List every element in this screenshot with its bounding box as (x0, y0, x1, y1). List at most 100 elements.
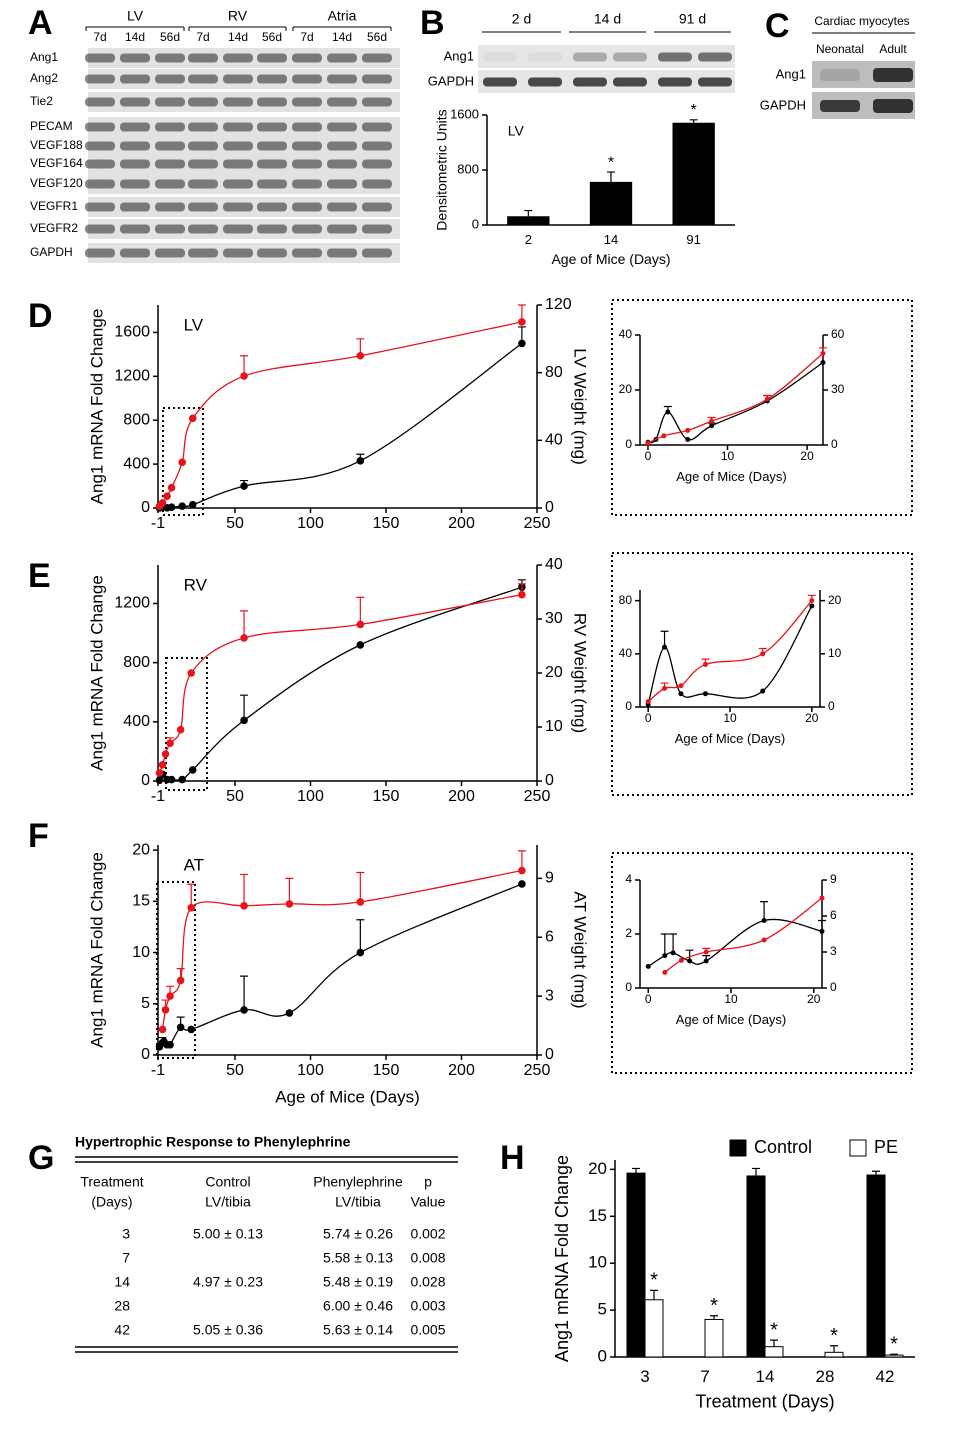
series-line (647, 605, 813, 705)
table-title: Hypertrophic Response to Phenylephrine (75, 1134, 351, 1150)
gel-band (658, 77, 692, 87)
bar (866, 1174, 886, 1358)
panel-letter: F (28, 817, 49, 855)
data-point (166, 1040, 174, 1049)
table-cell: 3 (122, 1226, 130, 1242)
x-tick-label: 0 (645, 449, 652, 463)
gel-band (120, 159, 150, 169)
gel-band (188, 122, 218, 132)
error-bar (752, 1167, 760, 1176)
bar (626, 1172, 646, 1358)
gel-band (362, 141, 392, 151)
x-tick-label: -1 (151, 788, 165, 805)
data-point (809, 603, 815, 609)
series-line (158, 586, 523, 781)
data-point (687, 958, 693, 964)
y2-tick-label: 10 (545, 718, 563, 735)
gel-group: 14 d (594, 11, 621, 27)
x-tick-label: 28 (816, 1367, 835, 1386)
gel-band (292, 159, 322, 169)
data-point (678, 683, 684, 689)
data-point (187, 1025, 196, 1034)
x-tick-label: 10 (721, 449, 735, 463)
x-tick-label: 0 (645, 711, 652, 725)
gel-row-label: GAPDH (760, 97, 806, 112)
gel-band (223, 179, 253, 189)
gel-band (257, 74, 287, 84)
gel-band (362, 248, 392, 258)
x-tick-label: 20 (807, 992, 821, 1006)
gel-group: 2 d (512, 11, 531, 27)
y2-tick-label: 40 (545, 556, 563, 573)
panel-letter: B (420, 4, 445, 42)
gel-lane: 14d (125, 30, 145, 44)
gel-band (573, 52, 607, 62)
panel-letter: D (28, 297, 53, 335)
gel-band (257, 179, 287, 189)
gel-row-label: Ang1 (776, 66, 806, 81)
significance-mark: * (770, 1319, 778, 1341)
y2-tick-label: 30 (545, 610, 563, 627)
y2-tick-label: 6 (545, 928, 554, 945)
gel-band (873, 99, 913, 113)
data-point (356, 641, 365, 649)
data-point (187, 904, 196, 912)
data-point (188, 414, 197, 423)
gel-band (155, 74, 185, 84)
x-tick-label: 42 (876, 1367, 895, 1386)
gel-band (698, 52, 732, 62)
y-axis-label: Densitometric Units (434, 109, 450, 230)
data-point (518, 590, 526, 599)
significance-mark: * (710, 1295, 718, 1317)
data-point (685, 437, 691, 442)
panel-letter: E (28, 557, 51, 595)
x-tick-label: 250 (524, 1062, 551, 1079)
gel-band (223, 202, 253, 212)
gel-band (155, 141, 185, 151)
gel-lane: 56d (262, 30, 282, 44)
gel-band (223, 53, 253, 63)
error-bar (187, 883, 196, 908)
gel-band (658, 52, 692, 62)
data-point (760, 688, 766, 694)
gel-row-label: GAPDH (30, 245, 73, 259)
y-tick-label: 4 (625, 872, 632, 886)
gel-band (85, 97, 115, 107)
gel-lane: 14d (228, 30, 248, 44)
data-point (178, 775, 186, 784)
gel-band (223, 141, 253, 151)
y-axis-label: Ang1 mRNA Fold Change (87, 852, 106, 1048)
chart-label: AT (184, 855, 204, 874)
gel-band (85, 224, 115, 234)
y2-tick-label: 3 (830, 944, 837, 958)
data-point (809, 598, 815, 604)
gel-band (292, 202, 322, 212)
table-cell: 5.63 ± 0.14 (323, 1322, 393, 1338)
gel-band (155, 159, 185, 169)
chart-label: LV (184, 315, 204, 334)
y-tick-label: 400 (123, 713, 150, 730)
error-bar (356, 871, 365, 902)
gel-band (257, 122, 287, 132)
x-tick-label: 100 (297, 515, 324, 532)
gel-band (362, 53, 392, 63)
data-point (188, 500, 197, 509)
gel-band (292, 122, 322, 132)
gel-row-label: GAPDH (428, 73, 474, 88)
gel-lane-strip (478, 45, 735, 68)
data-point (764, 396, 770, 402)
gel-band (120, 224, 150, 234)
y-tick-label: 0 (625, 437, 632, 451)
x-tick-label: 3 (640, 1367, 649, 1386)
data-point (819, 895, 825, 901)
error-bar (669, 933, 678, 953)
gel-group: 91 d (679, 11, 706, 27)
gel-band (188, 97, 218, 107)
gel-group: Atria (328, 8, 357, 24)
gel-row-label: VEGF120 (30, 176, 83, 190)
gel-band (155, 122, 185, 132)
y-tick-label: 10 (132, 944, 150, 961)
y-tick-label: 80 (619, 593, 633, 607)
table-cell: 14 (114, 1274, 130, 1290)
gel-band (292, 141, 322, 151)
